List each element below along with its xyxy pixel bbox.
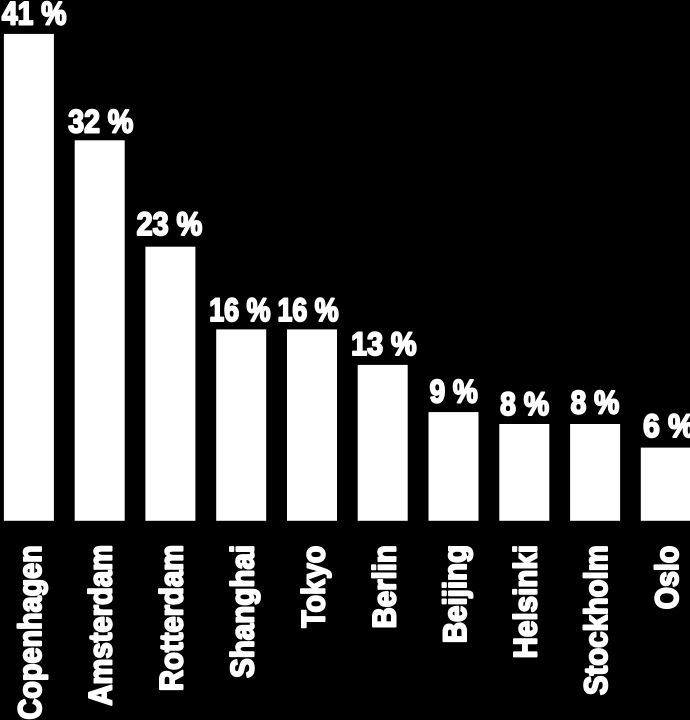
svg-text:16 %: 16 %	[209, 293, 270, 329]
svg-text:Oslo: Oslo	[649, 546, 685, 610]
svg-text:Shanghai: Shanghai	[224, 545, 261, 678]
svg-text:8 %: 8 %	[500, 386, 549, 422]
svg-text:41 %: 41 %	[2, 0, 67, 32]
svg-text:Beijing: Beijing	[437, 545, 474, 643]
svg-text:8 %: 8 %	[571, 385, 620, 421]
svg-text:9 %: 9 %	[430, 375, 478, 410]
svg-text:23 %: 23 %	[137, 205, 203, 242]
svg-text:Helsinki: Helsinki	[507, 545, 544, 659]
svg-text:32 %: 32 %	[68, 104, 133, 140]
svg-text:Amsterdam: Amsterdam	[82, 545, 119, 706]
svg-text:Rotterdam: Rotterdam	[153, 545, 190, 691]
svg-text:13 %: 13 %	[351, 326, 416, 362]
svg-text:6 %: 6 %	[643, 408, 690, 444]
svg-text:16 %: 16 %	[277, 293, 338, 329]
svg-text:Tokyo: Tokyo	[296, 546, 332, 628]
svg-text:Copenhagen: Copenhagen	[11, 545, 48, 719]
svg-text:Berlin: Berlin	[366, 545, 403, 628]
svg-text:Stockholm: Stockholm	[578, 545, 615, 695]
